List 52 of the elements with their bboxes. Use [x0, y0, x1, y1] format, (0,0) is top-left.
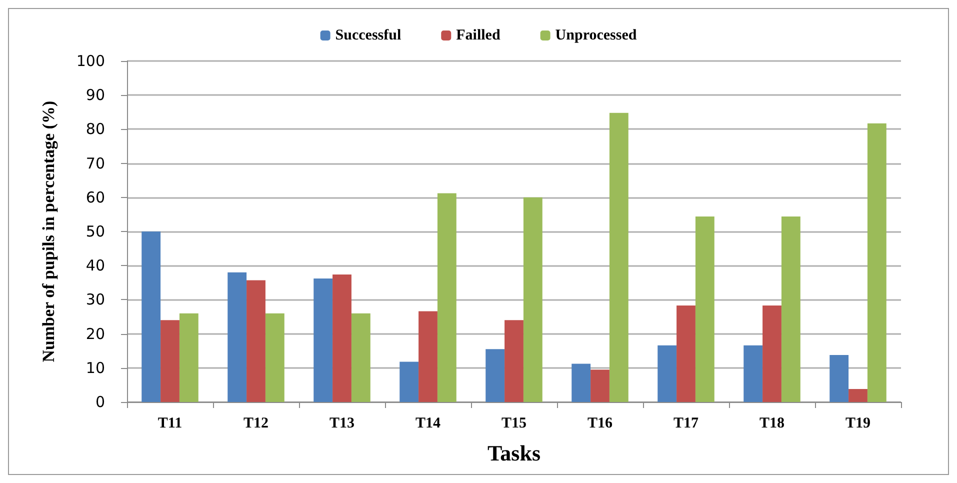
bar: [867, 123, 886, 402]
bar: [695, 216, 714, 402]
bar: [609, 112, 628, 402]
bar: [246, 280, 266, 402]
y-tick-label: 60: [86, 188, 105, 206]
y-tick-label: 100: [76, 52, 105, 70]
bar: [658, 345, 677, 402]
y-tick-label: 50: [86, 222, 105, 240]
x-tick-label: T11: [158, 416, 182, 432]
bar: [781, 216, 800, 402]
bar: [590, 370, 610, 402]
bar: [179, 313, 198, 402]
y-tick-label: 20: [86, 324, 105, 343]
bar: [418, 311, 438, 402]
x-tick-label: T12: [243, 416, 269, 432]
y-tick-label: 0: [95, 393, 105, 411]
y-tick-label: 40: [86, 256, 105, 275]
bar: [486, 349, 505, 402]
x-tick-label: T18: [759, 416, 785, 432]
x-tick-label: T15: [501, 416, 527, 432]
bar: [351, 313, 370, 402]
bar: [228, 272, 247, 402]
bar: [142, 232, 161, 402]
x-tick-label: T14: [415, 416, 441, 432]
bar: [523, 197, 542, 402]
legend-label: Failled: [456, 28, 501, 44]
bar: [437, 193, 456, 402]
bar: [744, 345, 763, 402]
bar: [572, 364, 591, 402]
bar: [676, 305, 696, 402]
bar: [830, 354, 849, 402]
y-tick-label: 70: [86, 154, 105, 172]
x-tick-label: T19: [845, 416, 871, 432]
bar: [504, 320, 524, 402]
bar: [848, 389, 868, 402]
legend-label: Successful: [335, 28, 402, 44]
x-tick-label: T17: [673, 416, 699, 432]
bar: [160, 320, 180, 402]
x-tick-label: T13: [329, 416, 355, 432]
y-tick-label: 80: [86, 120, 105, 138]
bar: [314, 278, 333, 402]
bar: [762, 305, 782, 402]
bar: [332, 274, 352, 402]
y-axis-title: Number of pupils in percentage (%): [39, 100, 58, 362]
bar: [400, 362, 419, 402]
x-axis-title: Tasks: [487, 440, 541, 466]
legend-label: Unprocessed: [555, 28, 638, 44]
bar: [265, 313, 284, 402]
y-tick-label: 30: [86, 290, 105, 309]
y-tick-label: 10: [86, 358, 105, 377]
x-tick-label: T16: [587, 416, 613, 432]
y-tick-label: 90: [86, 86, 105, 104]
